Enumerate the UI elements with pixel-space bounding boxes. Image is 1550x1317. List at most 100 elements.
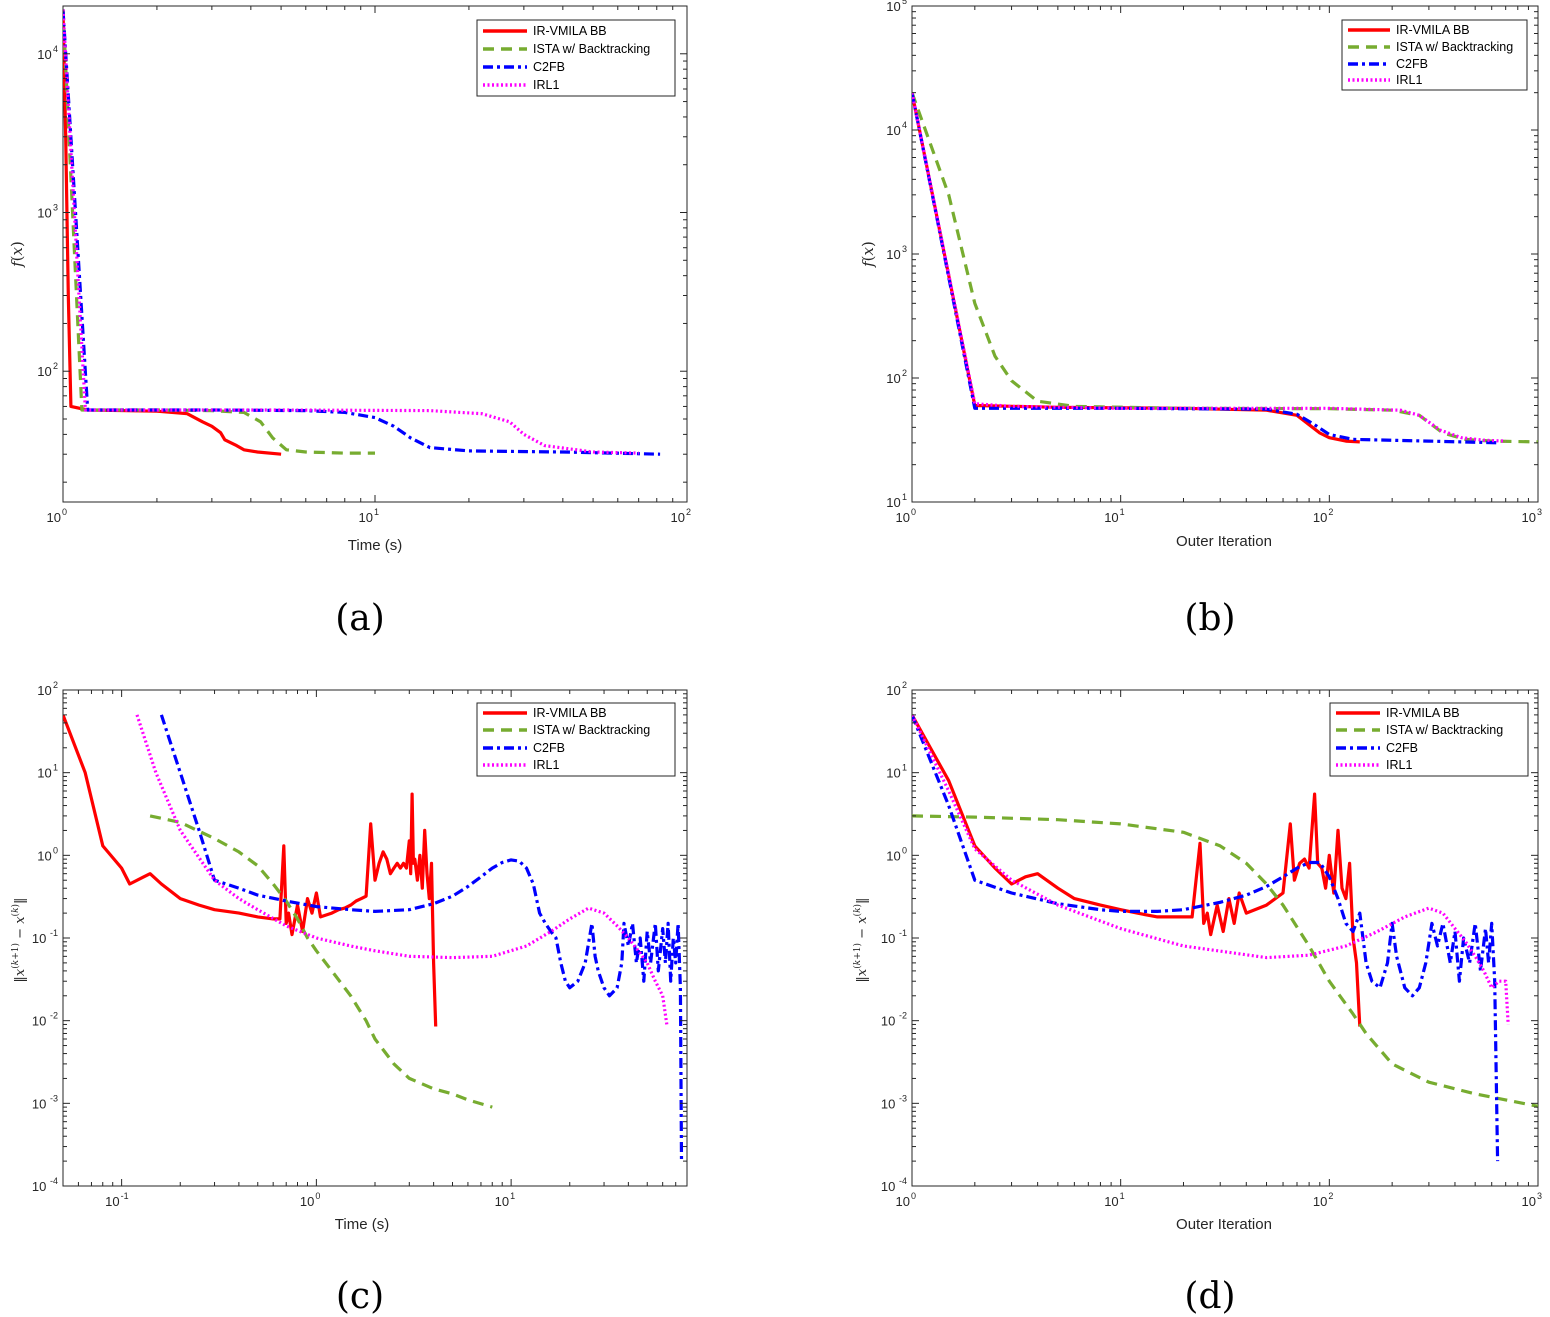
x-tick-labels: 10 -1 10 0 10 1 [105,1191,515,1209]
x-tick-label: 10 [1104,510,1118,525]
legend-label-ista: ISTA w/ Backtracking [533,723,650,737]
y-tick-exponent: -1 [899,928,907,938]
y-tick-label: 10 [881,1096,895,1111]
y-tick-label: 10 [32,1096,46,1111]
legend: IR-VMILA BB ISTA w/ Backtracking C2FB IR… [1341,19,1528,91]
y-tick-label: 10 [886,247,900,262]
x-tick-exponent: 2 [686,507,691,517]
panel-label: (b) [1184,598,1235,639]
legend-label-irl1: IRL1 [1396,73,1422,87]
legend-label-ista: ISTA w/ Backtracking [1386,723,1503,737]
y-tick-label: 10 [37,766,51,781]
series-line-c2fb [159,714,684,1162]
legend-label-ir-vmila: IR-VMILA BB [1386,706,1460,720]
y-tick-exponent: 0 [53,845,58,855]
y-axis-label: f(x) [859,241,877,268]
legend-label-ir-vmila: IR-VMILA BB [533,24,607,38]
panel-label: (a) [335,598,385,639]
axis-ticks [911,5,1539,503]
y-tick-label: 10 [886,683,900,698]
x-tick-exponent: 1 [510,1191,515,1201]
x-tick-labels: 10 0 10 1 10 2 10 3 [896,1191,1542,1209]
y-tick-exponent: -4 [899,1176,907,1186]
x-tick-exponent: 1 [1120,1191,1125,1201]
x-tick-exponent: 0 [62,507,67,517]
x-tick-label: 10 [1313,510,1327,525]
series-line-ista [912,92,1538,444]
x-tick-exponent: -1 [121,1191,129,1201]
y-tick-label: 10 [886,371,900,386]
y-tick-label: 10 [886,848,900,863]
x-tick-label: 10 [47,510,61,525]
y-tick-label: 10 [881,1014,895,1029]
x-tick-exponent: 0 [911,507,916,517]
series-line-c2fb [63,9,661,456]
x-tick-label: 10 [495,1194,509,1209]
series-line-ir-vmila [912,714,1362,1027]
series-line-c2fb [912,714,1500,1162]
x-tick-label: 10 [1104,1194,1118,1209]
legend-label-irl1: IRL1 [1386,758,1412,772]
series-line-ir-vmila [63,9,282,456]
y-tick-exponent: 4 [53,44,58,54]
x-tick-label: 10 [671,510,685,525]
y-tick-exponent: -2 [50,1011,58,1021]
legend-label-c2fb: C2FB [1386,741,1418,755]
y-tick-exponent: 5 [902,0,907,6]
y-tick-label: 10 [886,0,900,14]
x-tick-exponent: 0 [911,1191,916,1201]
series-group [912,714,1538,1162]
legend-label-ista: ISTA w/ Backtracking [533,42,650,56]
y-tick-exponent: -3 [899,1093,907,1103]
series-line-irl1 [912,714,1510,1025]
axis-ticks [62,689,688,1187]
series-line-ir-vmila [63,714,438,1027]
x-tick-label: 10 [896,510,910,525]
y-tick-exponent: 4 [902,120,907,130]
legend: IR-VMILA BB ISTA w/ Backtracking C2FB IR… [476,702,676,777]
x-tick-label: 10 [1522,510,1536,525]
y-tick-exponent: -3 [50,1093,58,1103]
y-tick-label: 10 [881,931,895,946]
x-tick-exponent: 3 [1537,1191,1542,1201]
y-tick-label: 10 [37,206,51,221]
series-line-ista [912,814,1538,1108]
y-tick-exponent: -2 [899,1011,907,1021]
x-tick-exponent: 2 [1328,507,1333,517]
y-tick-label: 10 [32,1179,46,1194]
y-tick-exponent: 2 [53,361,58,371]
x-tick-exponent: 3 [1537,507,1542,517]
legend-label-c2fb: C2FB [533,60,565,74]
legend-label-c2fb: C2FB [533,741,565,755]
legend: IR-VMILA BB ISTA w/ Backtracking C2FB IR… [1329,702,1529,777]
y-tick-exponent: -4 [50,1176,58,1186]
y-axis-label: ‖x(k+1) − x(k)‖ [852,897,870,982]
y-tick-label: 10 [32,931,46,946]
y-tick-label: 10 [37,683,51,698]
y-tick-label: 10 [886,123,900,138]
axis-ticks [911,689,1539,1187]
x-axis-label: Time (s) [335,1216,389,1233]
y-tick-label: 10 [881,1179,895,1194]
y-tick-exponent: 3 [902,244,907,254]
y-tick-label: 10 [37,47,51,62]
x-tick-labels: 10 0 10 1 10 2 10 3 [896,507,1542,525]
y-tick-label: 10 [37,848,51,863]
x-tick-exponent: 1 [1120,507,1125,517]
y-axis-label: ‖x(k+1) − x(k)‖ [10,897,28,982]
y-tick-label: 10 [32,1014,46,1029]
y-tick-exponent: 1 [902,763,907,773]
y-tick-exponent: -1 [50,928,58,938]
series-line-irl1 [912,92,1506,443]
y-tick-label: 10 [886,495,900,510]
x-tick-exponent: 1 [374,507,379,517]
y-tick-exponent: 2 [902,368,907,378]
